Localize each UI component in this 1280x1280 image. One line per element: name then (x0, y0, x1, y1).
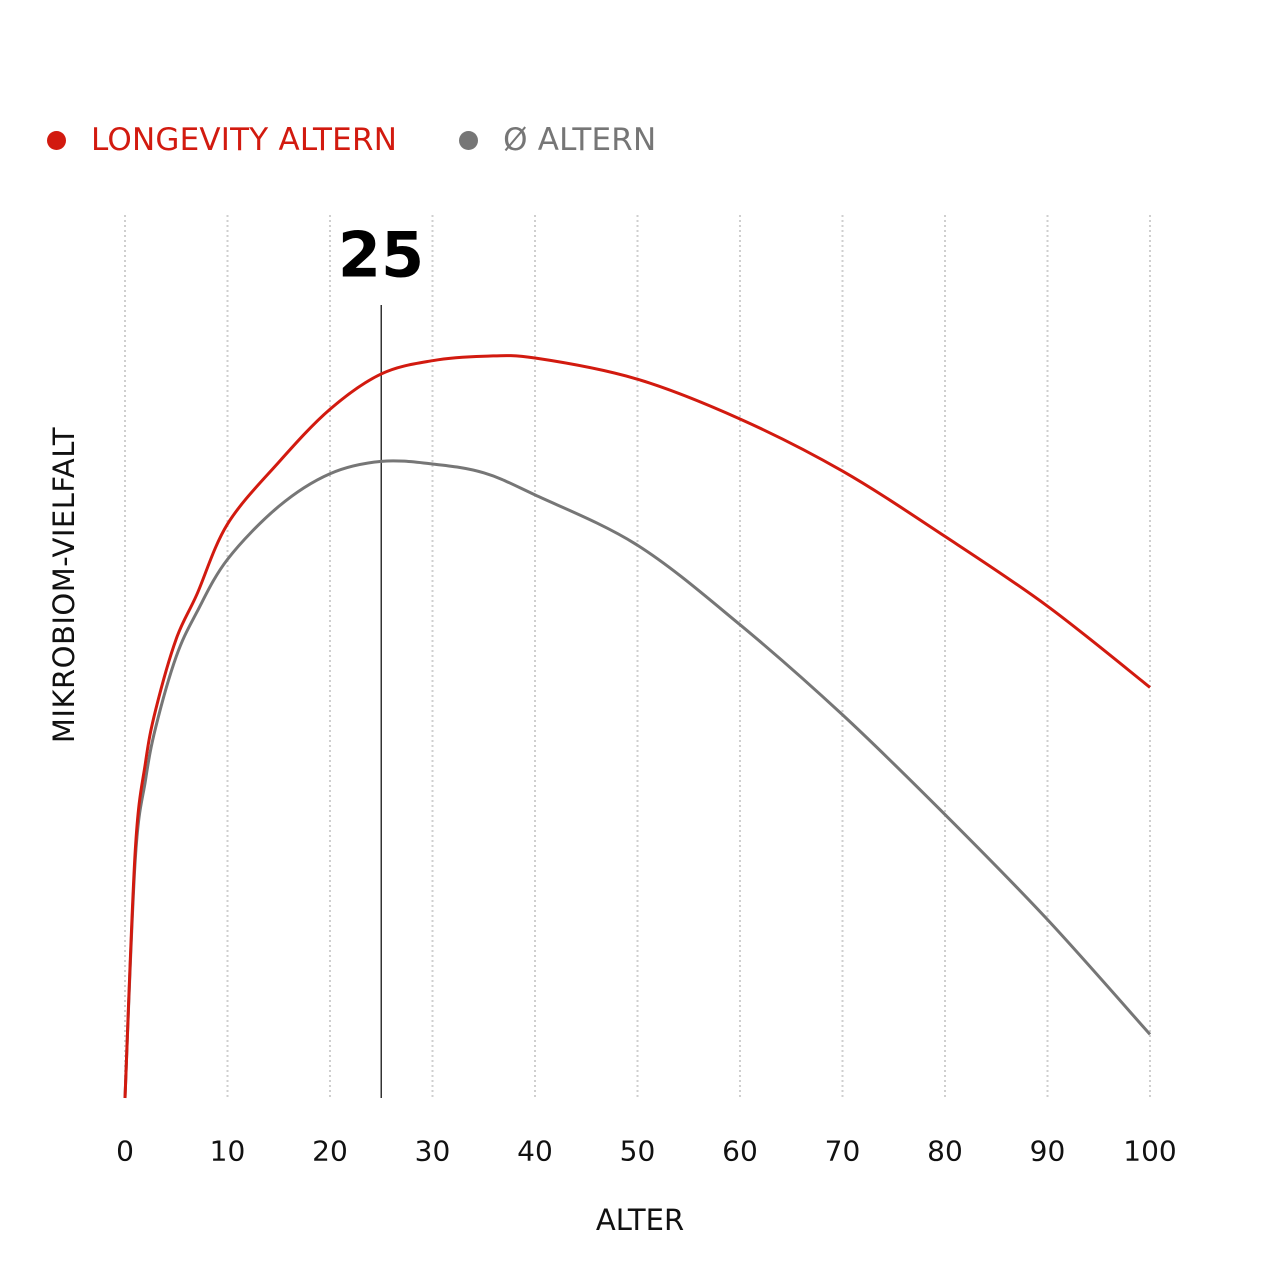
legend-item-longevity: LONGEVITY ALTERN (47, 122, 397, 158)
x-tick-label: 50 (619, 1134, 656, 1168)
x-tick-label: 90 (1029, 1134, 1066, 1168)
x-tick-label: 0 (116, 1134, 134, 1168)
age-marker-label: 25 (337, 218, 425, 292)
y-axis-title: MIKROBIOM-VIELFALT (47, 426, 81, 744)
x-tick-label: 40 (517, 1134, 553, 1168)
legend-label-average: Ø ALTERN (503, 122, 657, 158)
x-tick-label: 80 (927, 1134, 963, 1168)
legend: LONGEVITY ALTERN Ø ALTERN (47, 120, 718, 160)
legend-dot-average-icon (459, 130, 479, 150)
legend-dot-longevity-icon (47, 130, 66, 150)
x-tick-label: 60 (722, 1134, 758, 1168)
x-tick-label: 30 (414, 1134, 451, 1168)
vertical-gridlines (124, 215, 1151, 1098)
longevity-aging-line (123, 354, 1151, 1099)
legend-item-average: Ø ALTERN (459, 122, 656, 158)
x-axis-title: ALTER (595, 1203, 685, 1237)
x-tick-label: 20 (312, 1134, 348, 1168)
x-tick-label: 100 (1123, 1134, 1177, 1168)
legend-label-longevity: LONGEVITY ALTERN (91, 122, 398, 158)
x-tick-label: 10 (209, 1134, 246, 1168)
x-tick-label: 70 (824, 1134, 861, 1168)
average-aging-line (123, 459, 1152, 1099)
